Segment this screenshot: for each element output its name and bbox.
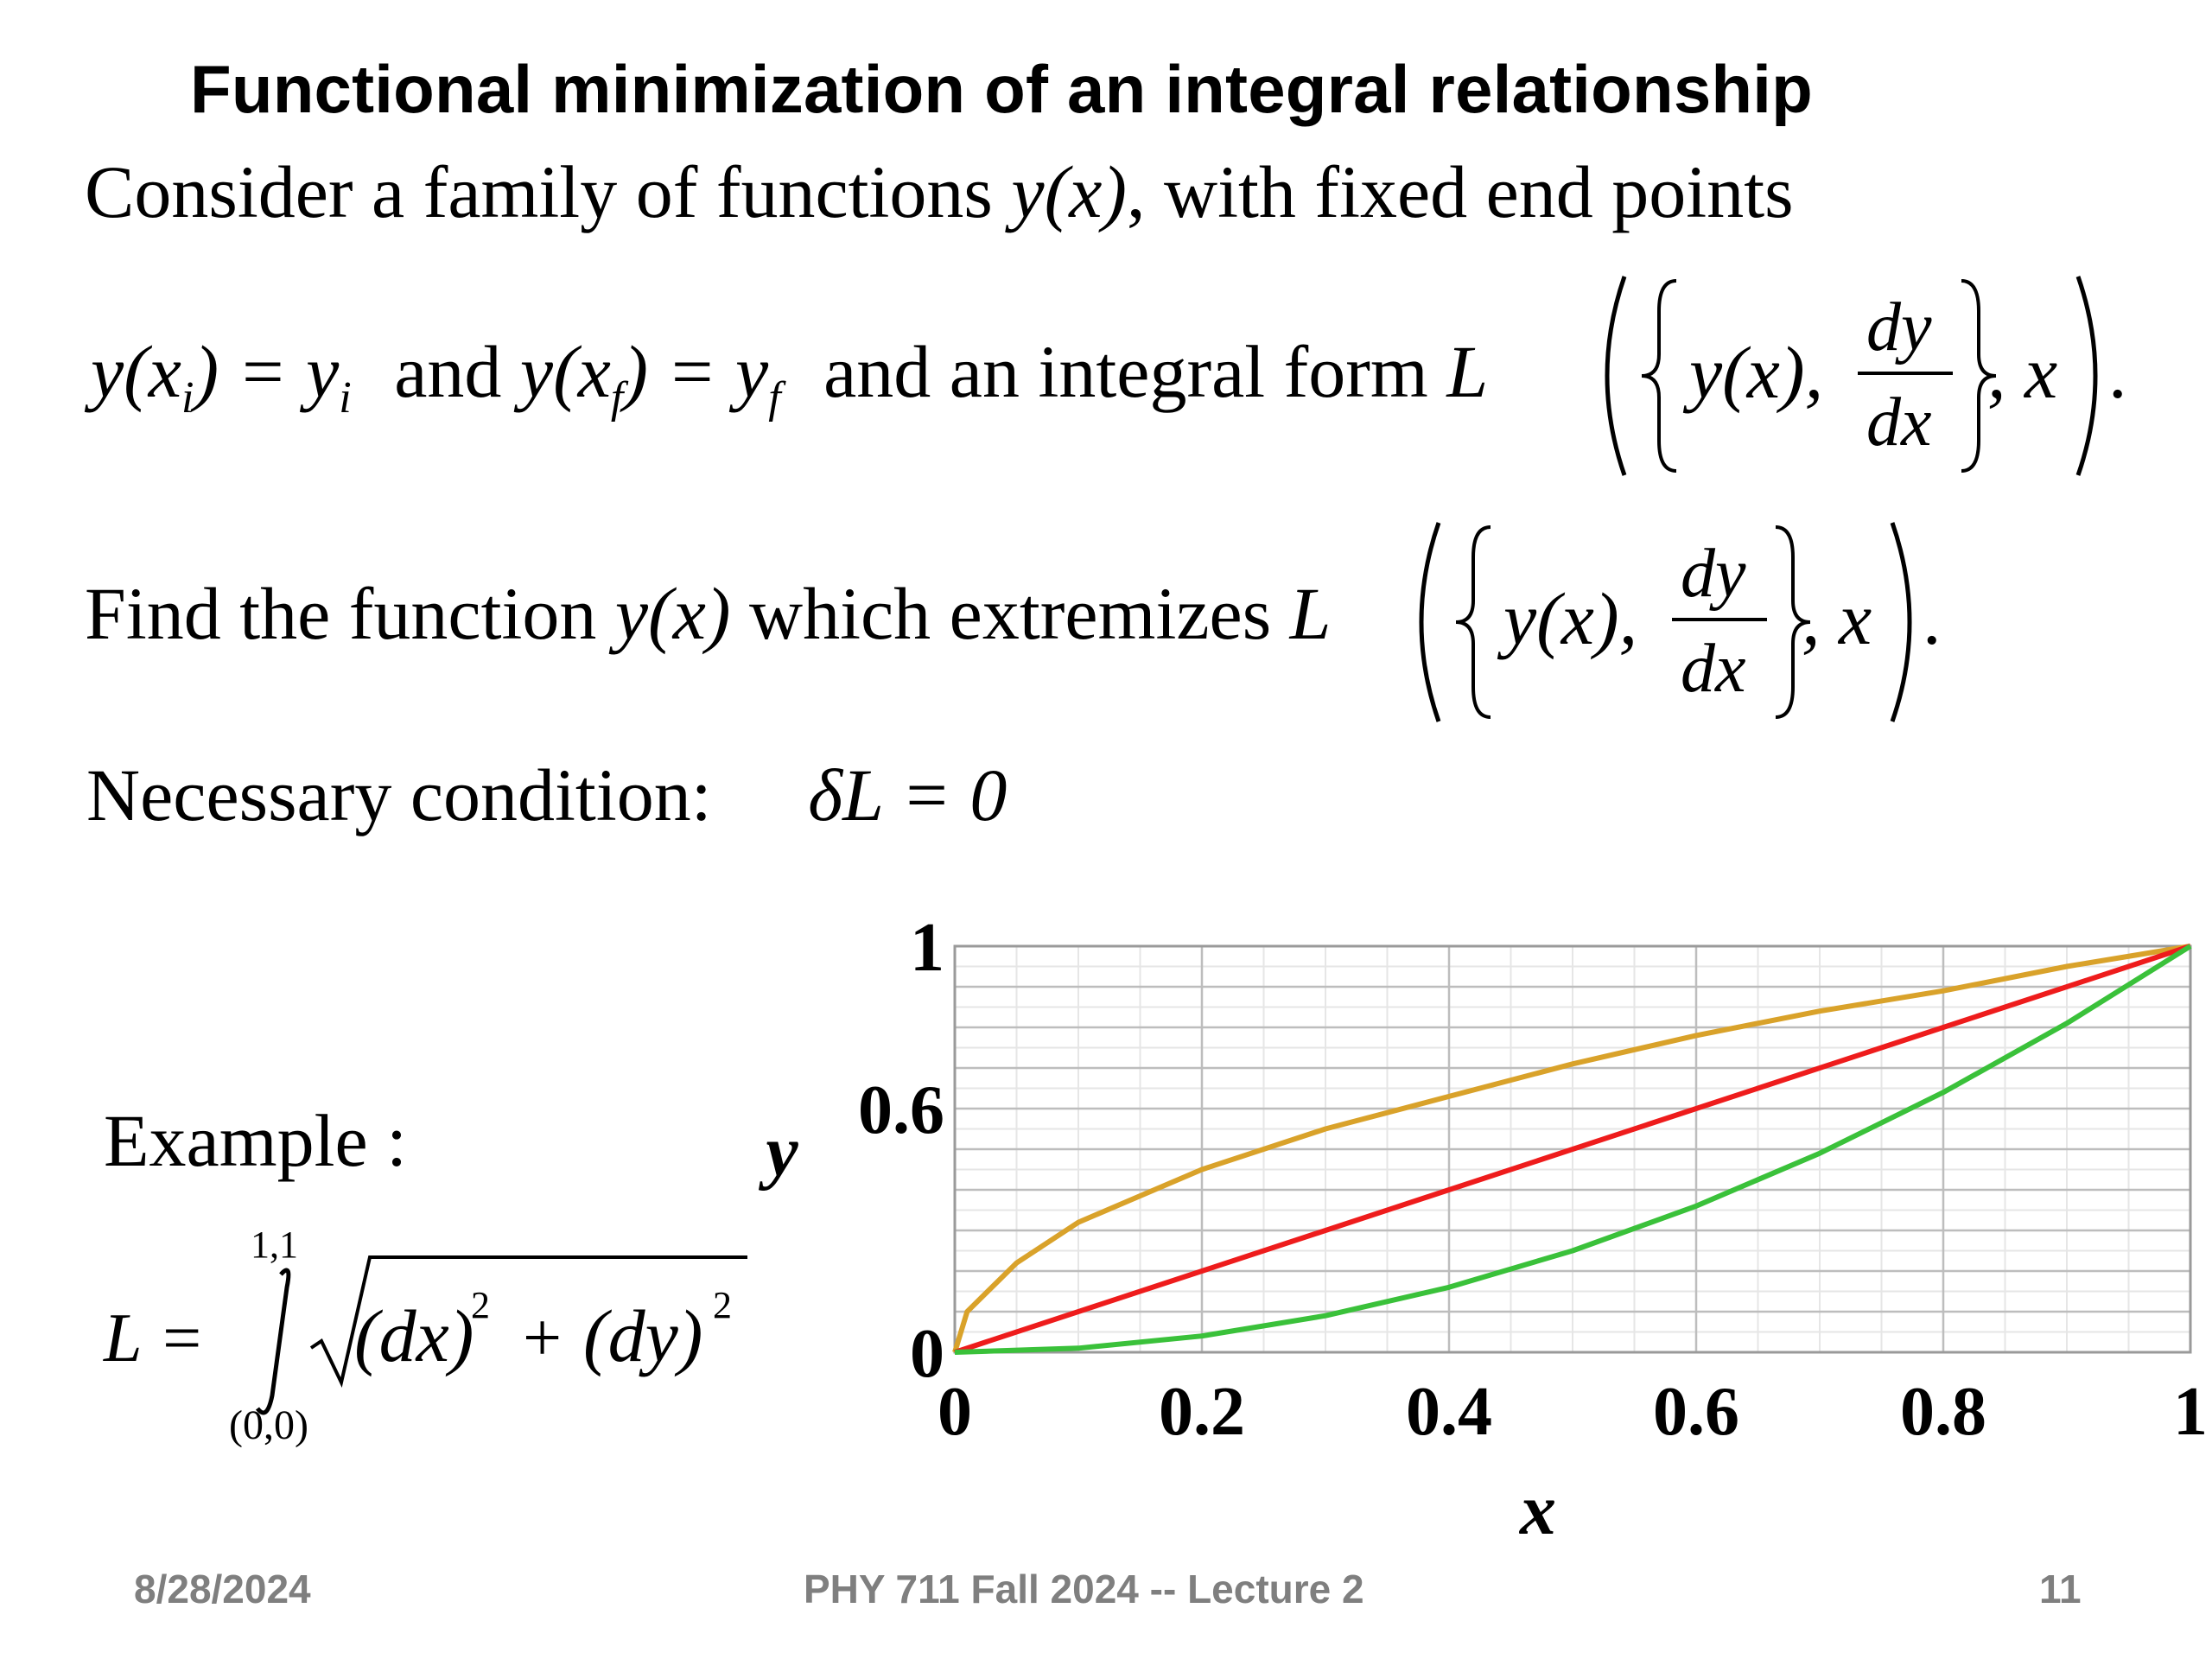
eq2-x: (x	[553, 330, 611, 413]
intro-line: Consider a family of functions y(x), wit…	[85, 149, 1794, 235]
eq1-x: (x	[124, 330, 181, 413]
condition-label: Necessary condition:	[86, 753, 712, 836]
y-tick-label: 0	[910, 1316, 944, 1392]
plot-frame	[953, 944, 2192, 1354]
y-of-x: y(x),	[1682, 331, 1823, 414]
condition-equation: δL = 0	[808, 753, 1007, 836]
functional-L: L	[1446, 330, 1489, 413]
series-line-1	[952, 944, 2191, 1353]
intro-rest: , with fixed end points	[1127, 150, 1794, 233]
intro-text: Consider a family of functions	[85, 150, 1012, 233]
eq2-sub-f: f	[610, 373, 624, 423]
series-line-2	[954, 944, 2191, 1355]
integrand-dx: (dx)	[354, 1294, 474, 1377]
x-tick-label: 0.8	[1900, 1374, 1986, 1450]
eq1-sub-yi: i	[339, 373, 352, 423]
example-label: Example :	[104, 1099, 408, 1182]
footer-date: 8/28/2024	[134, 1567, 311, 1611]
functional-L-2: L	[1289, 572, 1332, 655]
and-word-1: and	[394, 330, 502, 413]
example-integral: L = 1,1 (0,0) (dx) 2 + (dy) 2	[103, 1224, 747, 1448]
and-integral-form: and an integral form	[823, 330, 1428, 413]
x-tick-label: 0	[938, 1374, 972, 1450]
functional-args-1: y(x), dy dx , x .	[1605, 276, 2126, 476]
endpoint-conditions: y(xi) = yi and y(xf) = yf and an integra…	[91, 328, 1488, 423]
exp-1: 2	[471, 1284, 490, 1326]
y-tick-label: 1	[910, 910, 944, 986]
plus-sign: +	[523, 1300, 562, 1376]
eq2-sub-yf: f	[768, 373, 781, 423]
series-line-3	[954, 944, 2192, 1355]
y-of-x-2: y(x),	[1497, 577, 1637, 660]
find-text: Find the function	[85, 572, 615, 655]
period-2: .	[1923, 577, 1940, 660]
necessary-condition: Necessary condition: δL = 0	[86, 752, 1007, 838]
eq2-y: y	[519, 330, 554, 413]
example-L: L =	[103, 1300, 205, 1376]
footer-page-number: 11	[2039, 1567, 2082, 1611]
integrand-dy: (dy)	[583, 1294, 702, 1377]
intro-function: y(x)	[1011, 150, 1128, 233]
upper-limit: 1,1	[251, 1224, 298, 1266]
extremize-line: Find the function y(x) which extremizes …	[85, 570, 1332, 657]
eq1-close: ) = y	[194, 330, 340, 413]
lower-limit: (0,0)	[229, 1402, 308, 1448]
find-rest: which extremizes	[730, 572, 1272, 655]
y-tick-label: 0.6	[858, 1072, 944, 1148]
comma-x-2: , x	[1802, 577, 1872, 660]
footer-course: PHY 711 Fall 2024 -- Lecture 2	[804, 1567, 1364, 1611]
exp-2: 2	[713, 1284, 732, 1326]
x-tick-label: 0.6	[1653, 1374, 1739, 1450]
dy-numerator: dy	[1866, 289, 1932, 365]
x-tick-label: 0.4	[1406, 1374, 1492, 1450]
eq1-y: y	[91, 330, 124, 413]
dx-denominator: dx	[1866, 385, 1932, 461]
dy-numerator-2: dy	[1681, 536, 1746, 612]
curve-chart: 0 0.2 0.4 0.6 0.8 1 0 0.6 1 x y	[758, 910, 2208, 1550]
x-tick-label: 1	[2173, 1374, 2208, 1450]
eq2-close: ) = y	[623, 330, 769, 413]
dx-denominator-2: dx	[1681, 631, 1746, 707]
x-axis-label: x	[1518, 1470, 1556, 1550]
x-tick-label: 0.2	[1159, 1374, 1245, 1450]
period: .	[2108, 331, 2126, 414]
y-axis-label: y	[758, 1111, 798, 1192]
find-function: y(x)	[614, 572, 731, 655]
eq1-sub-i: i	[181, 373, 194, 423]
slide-title: Functional minimization of an integral r…	[190, 51, 1813, 127]
comma-x: , x	[1987, 331, 2057, 414]
functional-args-2: y(x), dy dx , x .	[1419, 522, 1940, 722]
